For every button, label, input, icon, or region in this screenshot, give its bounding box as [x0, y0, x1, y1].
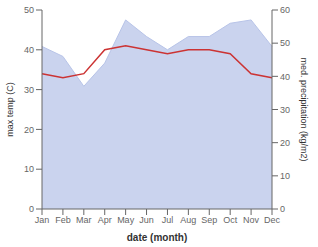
svg-text:60: 60 — [280, 5, 290, 15]
svg-text:Nov: Nov — [243, 215, 260, 225]
svg-text:Jun: Jun — [139, 215, 154, 225]
svg-text:May: May — [117, 215, 135, 225]
svg-text:50: 50 — [280, 38, 290, 48]
svg-text:Jul: Jul — [162, 215, 174, 225]
svg-text:max temp (C): max temp (C) — [8, 82, 15, 137]
svg-text:Mar: Mar — [76, 215, 92, 225]
svg-text:20: 20 — [24, 125, 34, 135]
svg-text:Aug: Aug — [180, 215, 196, 225]
svg-text:30: 30 — [24, 85, 34, 95]
svg-text:Jan: Jan — [35, 215, 50, 225]
svg-text:30: 30 — [280, 105, 290, 115]
svg-text:0: 0 — [280, 204, 285, 214]
svg-text:20: 20 — [280, 138, 290, 148]
svg-text:Feb: Feb — [55, 215, 71, 225]
svg-text:40: 40 — [280, 72, 290, 82]
svg-text:Sep: Sep — [201, 215, 217, 225]
svg-text:10: 10 — [24, 164, 34, 174]
svg-text:Apr: Apr — [98, 215, 112, 225]
svg-text:40: 40 — [24, 45, 34, 55]
svg-text:10: 10 — [280, 171, 290, 181]
svg-text:50: 50 — [24, 5, 34, 15]
svg-text:med. precipitation (kg/m2): med. precipitation (kg/m2) — [299, 57, 309, 161]
svg-text:Oct: Oct — [223, 215, 238, 225]
svg-text:0: 0 — [29, 204, 34, 214]
svg-text:Dec: Dec — [264, 215, 281, 225]
svg-text:date (month): date (month) — [127, 232, 188, 243]
